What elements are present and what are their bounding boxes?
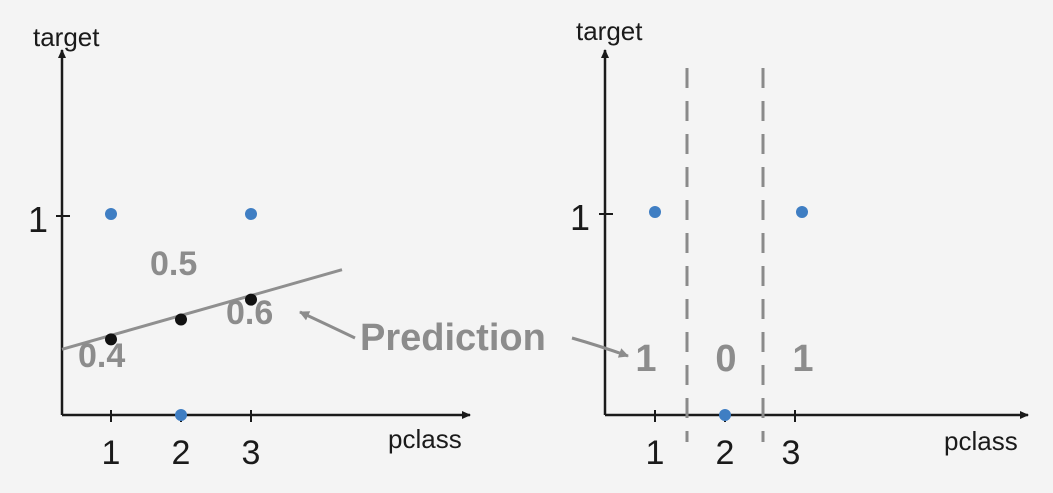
left-x-axis-label: pclass [388, 424, 462, 454]
right-target-point-1 [649, 206, 661, 218]
prediction-point-1 [105, 333, 117, 346]
region-label-1: 1 [635, 338, 656, 380]
right-y-tick-label-1: 1 [570, 197, 590, 238]
left-points [105, 208, 257, 421]
point-label-0.6: 0.6 [226, 294, 273, 332]
prediction-annotation: Prediction [299, 310, 629, 359]
target-point-2 [175, 409, 187, 421]
left-x-tick-label-1: 1 [102, 434, 121, 472]
prediction-point-2 [175, 313, 187, 326]
target-point-3 [245, 208, 257, 220]
right-x-tick-label-3: 3 [782, 434, 801, 472]
left-y-tick-label-1: 1 [28, 199, 48, 240]
right-y-axis-label: target [576, 16, 643, 46]
prediction-arrow-right [571, 336, 629, 358]
prediction-label: Prediction [360, 317, 546, 359]
left-y-axis-label: target [33, 22, 100, 52]
left-panel: target pclass 1 1 2 3 0.4 0.5 0.6 [28, 22, 471, 472]
region-label-2: 0 [715, 338, 736, 380]
target-point-1 [105, 208, 117, 220]
left-x-tick-label-3: 3 [242, 434, 261, 472]
left-x-tick-label-2: 2 [172, 434, 191, 472]
point-label-0.4: 0.4 [78, 337, 125, 375]
prediction-point-3 [245, 293, 257, 306]
right-target-point-2 [719, 409, 731, 421]
prediction-arrow-left [299, 310, 356, 340]
region-label-3: 1 [792, 338, 813, 380]
right-x-tick-label-1: 1 [646, 434, 665, 472]
point-label-0.5: 0.5 [150, 245, 197, 283]
right-points [649, 206, 808, 421]
right-x-axis-label: pclass [944, 426, 1018, 456]
right-panel: target pclass 1 1 2 3 1 0 1 [570, 16, 1029, 472]
right-x-tick-label-2: 2 [716, 434, 735, 472]
right-target-point-3 [796, 206, 808, 218]
